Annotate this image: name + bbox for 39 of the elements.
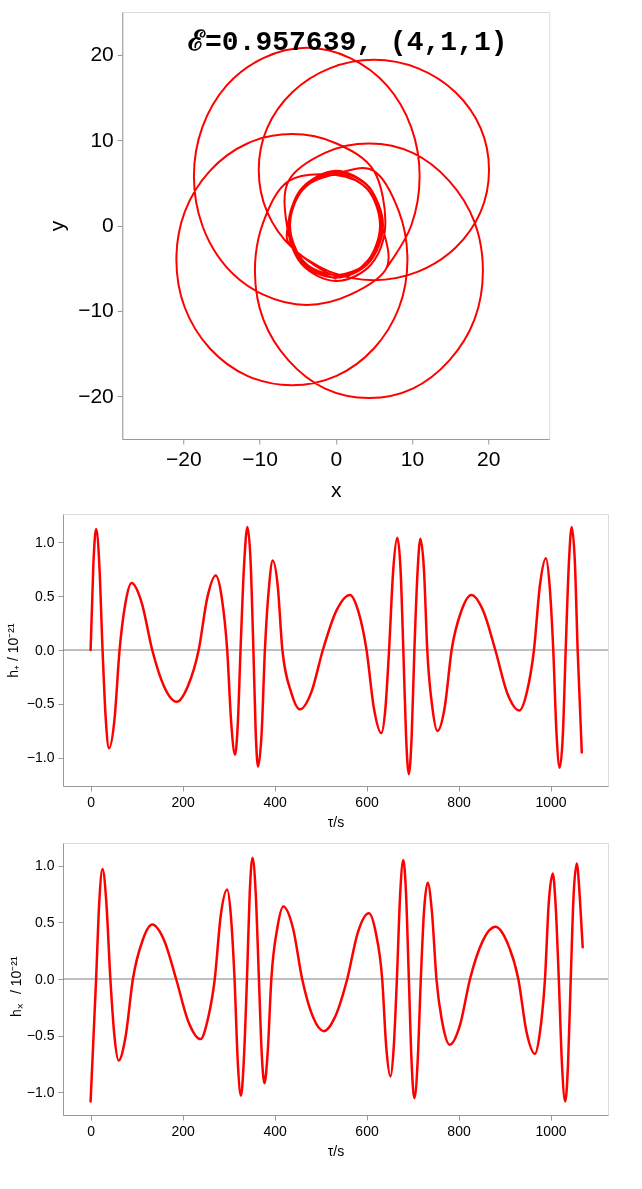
y-tick-label: −0.5 [26, 1027, 55, 1044]
y-tick-label: 1.0 [35, 533, 55, 550]
x-axis-title: τ/s [327, 813, 345, 830]
x-axis-title: x [331, 477, 342, 501]
x-tick-label: 400 [263, 793, 287, 810]
line-series [89, 525, 584, 776]
x-tick-label: 800 [447, 1122, 471, 1139]
x-tick-label: 400 [263, 1122, 287, 1139]
y-axis-title: y [45, 220, 69, 232]
x-tick-label: 800 [447, 793, 471, 810]
y-tick-label: 0.5 [35, 587, 55, 604]
x-tick-label: 20 [477, 446, 501, 470]
x-tick-label: −10 [242, 446, 278, 470]
x-tick-label: 10 [400, 446, 425, 470]
y-tick-label: −1.0 [26, 1083, 55, 1100]
y-tick-label: −1.0 [26, 749, 55, 766]
y-tick-label: −0.5 [26, 695, 55, 712]
x-tick-label: 0 [330, 446, 343, 470]
x-tick-label: 1000 [535, 1122, 567, 1139]
y-tick-label: 20 [90, 42, 114, 66]
line-series [89, 856, 584, 1103]
x-axis-title: τ/s [327, 1142, 345, 1159]
y-tick-label: 0.0 [35, 970, 55, 987]
x-tick-label: 200 [171, 1122, 195, 1139]
y-tick-label: −10 [78, 298, 114, 322]
y-tick-label: 0 [102, 213, 114, 236]
y-axis-title: h₊ / 10⁻²¹ [4, 622, 21, 678]
x-tick-label: 200 [171, 793, 195, 810]
y-axis-title: h× / 10⁻²¹ [8, 956, 27, 1018]
y-tick-label: 0.5 [35, 913, 55, 930]
y-tick-label: 1.0 [35, 857, 55, 874]
x-tick-label: 1000 [535, 793, 567, 810]
y-tick-label: −20 [78, 383, 114, 407]
x-tick-label: 600 [355, 793, 379, 810]
y-tick-label: 10 [90, 127, 114, 151]
text: ℰ=0.957639, (4,1,1) [188, 27, 508, 58]
y-tick-label: 0.0 [35, 641, 55, 658]
x-tick-label: 600 [355, 1122, 379, 1139]
x-tick-label: −20 [165, 446, 202, 470]
